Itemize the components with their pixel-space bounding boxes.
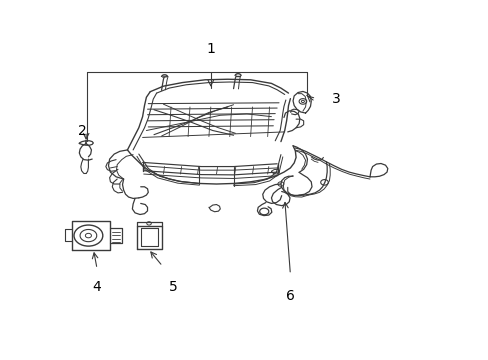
Text: 2: 2 (78, 123, 86, 138)
Text: 1: 1 (206, 42, 215, 56)
Text: 3: 3 (331, 92, 340, 105)
Text: 4: 4 (93, 280, 102, 294)
Text: 6: 6 (285, 288, 294, 302)
Text: 5: 5 (169, 280, 178, 294)
